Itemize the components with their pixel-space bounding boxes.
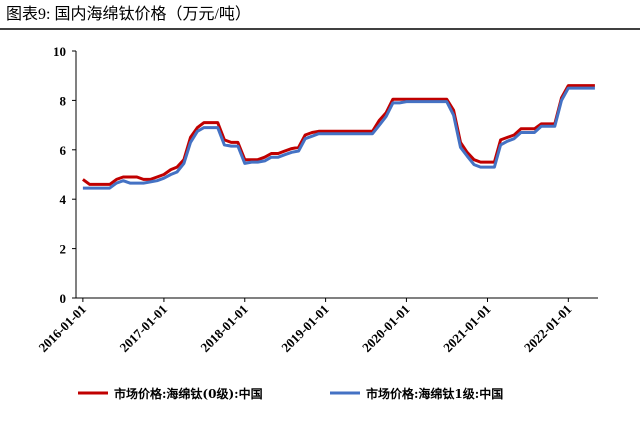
y-tick-label: 6 — [60, 143, 67, 158]
y-tick-label: 0 — [60, 291, 67, 306]
y-tick-label: 10 — [53, 44, 66, 59]
chart-title: 图表9: 国内海绵钛价格（万元/吨） — [6, 5, 251, 23]
x-tick-label: 2017-01-01 — [117, 302, 171, 356]
x-tick-label: 2016-01-01 — [35, 302, 89, 356]
legend-label: 市场价格:海绵钛(0级):中国 — [114, 386, 263, 401]
series-line — [82, 86, 595, 190]
x-tick-label: 2021-01-01 — [440, 302, 494, 356]
x-tick-label: 2018-01-01 — [197, 302, 251, 356]
x-tick-label: 2020-01-01 — [359, 302, 413, 356]
y-tick-label: 8 — [60, 93, 67, 108]
y-tick-label: 2 — [60, 242, 67, 257]
legend-label: 市场价格:海绵钛1级:中国 — [366, 386, 503, 401]
x-tick-label: 2022-01-01 — [521, 302, 575, 356]
y-tick-label: 4 — [60, 192, 67, 207]
x-tick-label: 2019-01-01 — [278, 302, 332, 356]
series-line — [82, 84, 595, 186]
